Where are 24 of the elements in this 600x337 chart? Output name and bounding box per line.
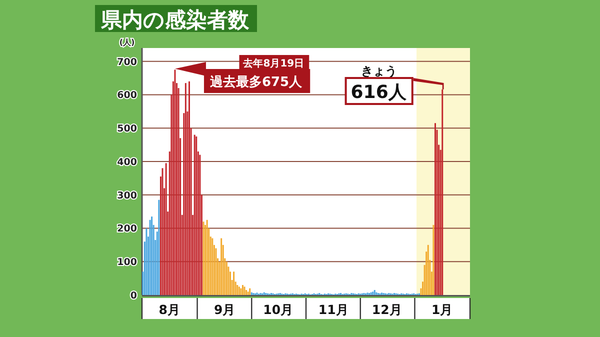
y-tick-label: 400 [117,156,138,168]
annotation: 去年8月19日 [239,55,310,70]
y-tick-label: 200 [117,224,138,235]
title: 県内の感染者数 [95,5,257,32]
y-tick-label: 700 [117,56,138,68]
y-tick-label: 100 [117,257,138,268]
x-tick-label: 12月 [372,302,402,317]
annotation: 616人 [344,77,414,105]
x-tick-label: 9月 [214,302,236,317]
x-tick-label: 11月 [318,302,349,317]
annotation: 過去最多675人 [208,75,304,90]
annotation: 過去最多675人 [204,69,310,93]
annotation: きょう [361,64,398,78]
chart-title: 県内の感染者数 [100,8,250,32]
y-tick-label: 0 [130,290,138,302]
annotation: 去年8月19日 [242,58,304,70]
x-tick-label: 1月 [432,302,454,317]
y-tick-label: 600 [117,90,138,102]
y-tick-label: 300 [117,190,138,202]
x-tick-label: 8月 [158,302,180,317]
y-axis-title: (人) [119,38,135,47]
annotation: 616人 [350,82,408,103]
y-tick-label: 500 [117,124,138,135]
x-tick-label: 10月 [263,302,294,317]
